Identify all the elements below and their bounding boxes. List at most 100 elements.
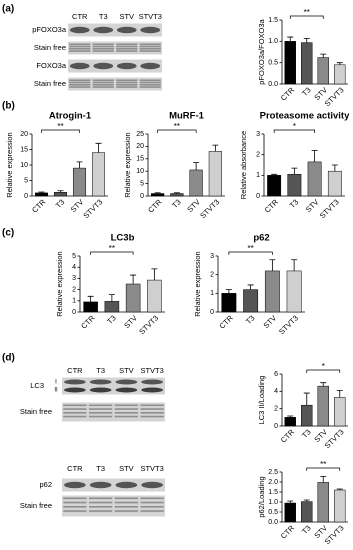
blot-stripe bbox=[92, 43, 114, 46]
error-bar bbox=[38, 191, 45, 193]
blot-stripe bbox=[69, 45, 91, 48]
blot-stripe bbox=[69, 86, 91, 88]
x-tick-label: T3 bbox=[244, 313, 257, 326]
blot-band bbox=[116, 26, 137, 34]
y-axis-label: Relative expression bbox=[193, 251, 202, 316]
blot-stripe bbox=[140, 415, 164, 418]
blot-background bbox=[62, 495, 165, 517]
bar bbox=[334, 489, 346, 523]
error-bar bbox=[320, 476, 327, 483]
error-bar bbox=[336, 62, 343, 65]
blot-background bbox=[62, 478, 165, 492]
blot-band bbox=[64, 379, 86, 385]
bar bbox=[53, 192, 68, 197]
lane-label: CTR bbox=[67, 366, 83, 375]
panel-label: (c) bbox=[2, 228, 14, 239]
row-label: Stain free bbox=[34, 43, 66, 52]
error-bar bbox=[193, 162, 200, 170]
lane-label: CTR bbox=[67, 464, 83, 473]
y-tick-label: 5 bbox=[24, 177, 28, 184]
blot-stripe bbox=[140, 404, 164, 407]
blot-stripe bbox=[89, 497, 113, 500]
x-tick-label: STVT3 bbox=[277, 313, 300, 336]
y-tick-label: 10 bbox=[136, 168, 144, 175]
panel-label: (d) bbox=[2, 353, 15, 364]
x-tick-label: STV bbox=[304, 197, 321, 214]
lane-label: STV bbox=[119, 464, 134, 473]
blot-band bbox=[93, 62, 114, 70]
x-tick-label: T3 bbox=[300, 523, 313, 536]
y-axis-label: Relative expression bbox=[123, 132, 132, 197]
blot-stripe bbox=[139, 50, 161, 52]
error-bar bbox=[108, 294, 115, 302]
bar bbox=[317, 385, 329, 427]
y-tick-label: 0 bbox=[24, 193, 28, 200]
lane-label: CTR bbox=[72, 12, 88, 21]
significance-bracket bbox=[90, 251, 134, 255]
blot-stripe bbox=[63, 510, 87, 512]
blot-band bbox=[141, 387, 163, 393]
blot-stripe bbox=[92, 50, 114, 52]
blot-stripe bbox=[63, 415, 87, 418]
x-tick-label: STVT3 bbox=[198, 197, 221, 220]
bar bbox=[284, 41, 296, 85]
blot-band bbox=[89, 481, 112, 489]
bar bbox=[284, 417, 296, 427]
blot-stripe bbox=[92, 45, 114, 48]
x-tick-label: T3 bbox=[300, 427, 313, 440]
y-tick-label: 2.5 bbox=[268, 469, 278, 476]
blot-stripe bbox=[139, 84, 161, 86]
bar bbox=[307, 161, 322, 197]
blot-stripe bbox=[63, 506, 87, 508]
y-tick-label: 0.5 bbox=[268, 509, 278, 516]
blot-stripe bbox=[92, 86, 114, 88]
blot-band bbox=[140, 26, 161, 34]
error-bar bbox=[287, 500, 294, 503]
blot-background bbox=[68, 77, 162, 91]
blot-stripe bbox=[89, 412, 113, 414]
y-tick-label: 15 bbox=[136, 156, 144, 163]
x-tick-label: CTR bbox=[217, 313, 235, 331]
significance-bracket bbox=[41, 129, 80, 133]
y-tick-label: 2 bbox=[256, 152, 260, 159]
bar bbox=[83, 301, 98, 313]
error-bar bbox=[57, 190, 64, 193]
blot-stripe bbox=[116, 79, 138, 82]
blot-stripe bbox=[114, 404, 138, 407]
blot-stripe bbox=[92, 81, 114, 84]
blot-stripe bbox=[114, 412, 138, 414]
blot-stripe bbox=[140, 506, 164, 508]
y-tick-label: 2 bbox=[210, 272, 214, 279]
blot-band bbox=[115, 387, 138, 393]
y-axis-label: pFOXO3a/FOXO3a bbox=[257, 18, 266, 84]
bar bbox=[208, 151, 222, 197]
significance-label: ** bbox=[174, 122, 180, 131]
lane-label: STV bbox=[119, 12, 134, 21]
y-axis-label: LC3 II/Loading bbox=[257, 376, 266, 425]
bar bbox=[317, 57, 329, 85]
y-tick-label: 4 bbox=[274, 388, 278, 395]
y-tick-label: 4 bbox=[72, 264, 76, 271]
blot-stripe bbox=[63, 412, 87, 414]
x-tick-label: STVT3 bbox=[137, 313, 160, 336]
y-tick-label: 20 bbox=[20, 131, 28, 138]
error-bar bbox=[95, 142, 102, 153]
error-bar bbox=[154, 192, 161, 194]
blot-stripe bbox=[89, 415, 113, 418]
blot-stripe bbox=[69, 43, 91, 46]
y-tick-label: 10 bbox=[20, 162, 28, 169]
blot-band bbox=[69, 62, 90, 70]
y-tick-label: 1.5 bbox=[268, 489, 278, 496]
blot-stripe bbox=[69, 48, 91, 50]
error-bar bbox=[303, 499, 310, 502]
significance-bracket bbox=[157, 129, 197, 133]
blot-stripe bbox=[63, 497, 87, 500]
y-tick-label: 25 bbox=[136, 131, 144, 138]
significance-label: ** bbox=[57, 122, 63, 131]
x-tick-label: CTR bbox=[279, 523, 297, 541]
blot-stripe bbox=[89, 404, 113, 407]
blot-band bbox=[89, 387, 112, 393]
y-axis-label: Relative absorbance bbox=[239, 131, 248, 199]
blot-stripe bbox=[89, 408, 113, 410]
y-tick-label: 1 bbox=[72, 298, 76, 305]
